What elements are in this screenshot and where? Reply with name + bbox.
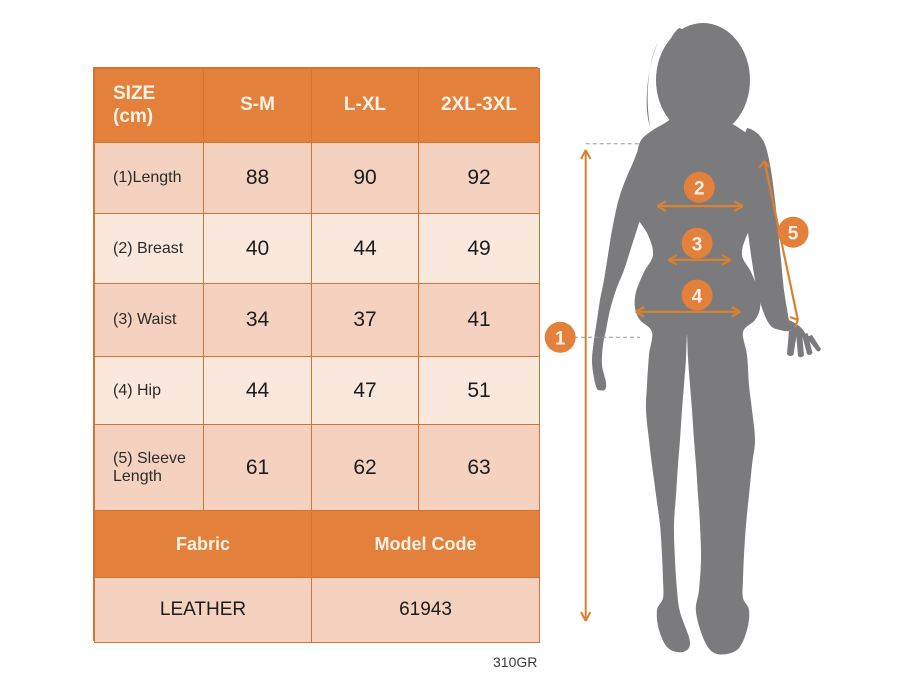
svg-text:2: 2 [694,179,705,200]
svg-text:5: 5 [788,223,799,244]
svg-text:3: 3 [692,234,703,255]
svg-text:4: 4 [692,286,703,307]
svg-text:1: 1 [555,329,566,350]
